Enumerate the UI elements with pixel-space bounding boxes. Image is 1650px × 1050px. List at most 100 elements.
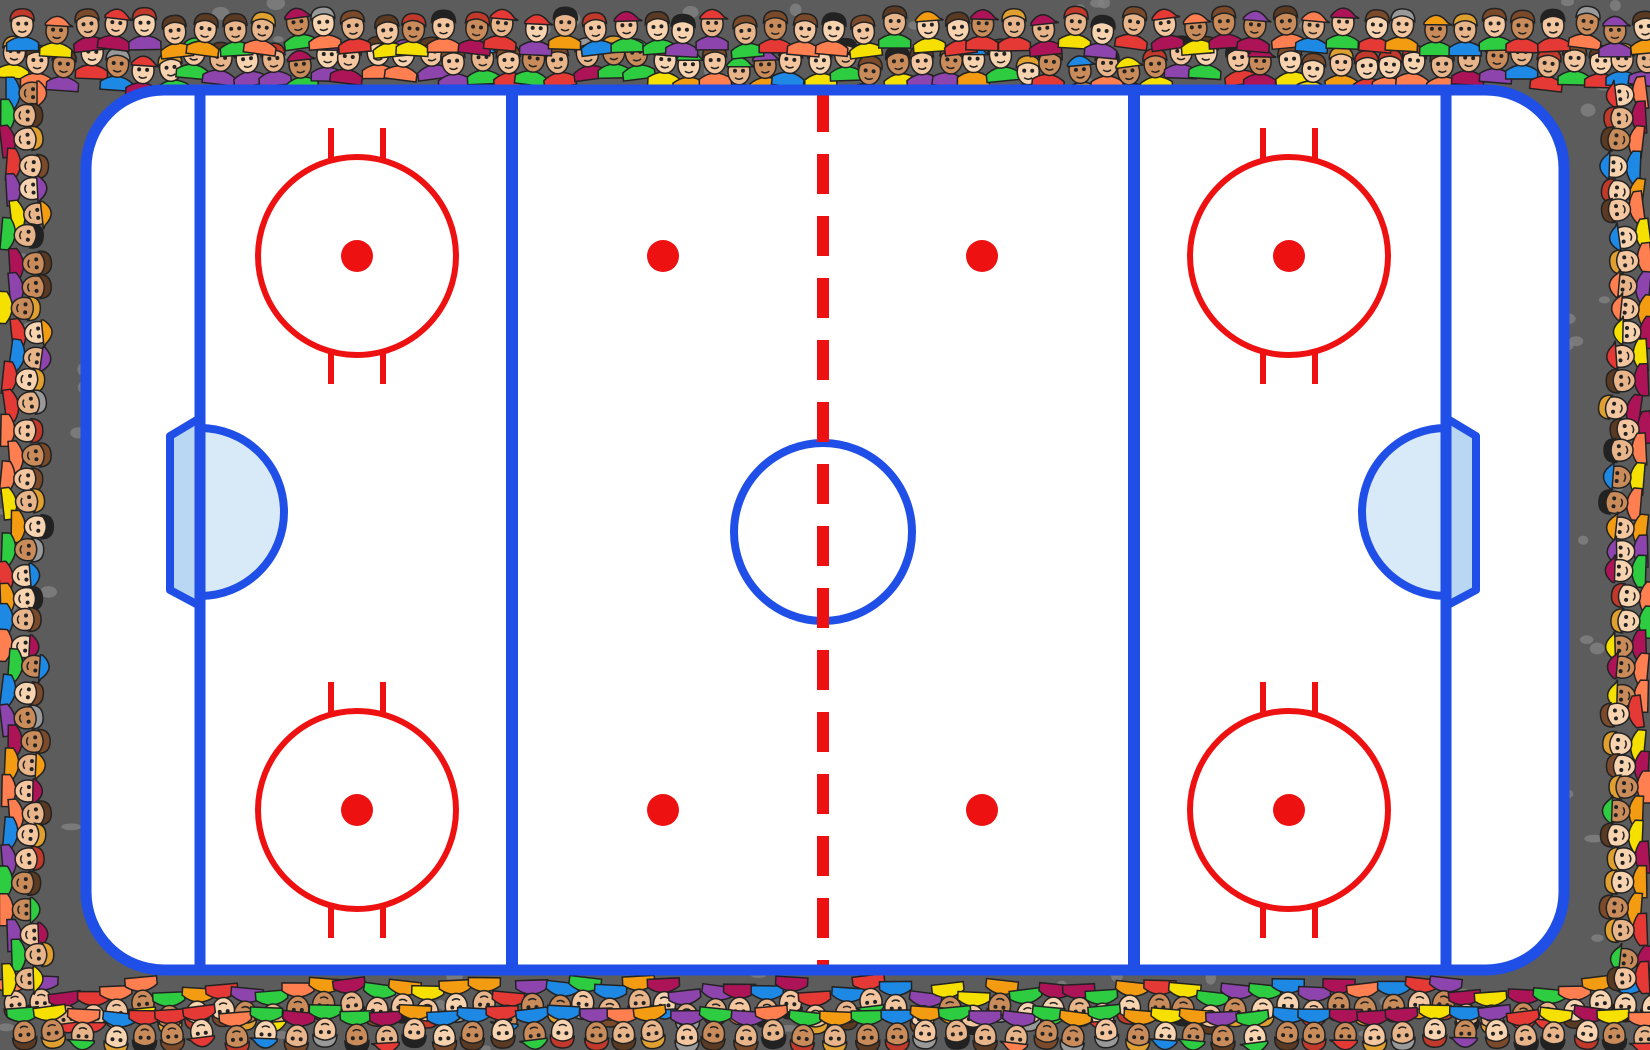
spectator	[1608, 241, 1650, 276]
spectator	[308, 1004, 343, 1048]
faceoff-circle-top-right	[1187, 128, 1391, 384]
spectator	[514, 1006, 550, 1050]
spectator	[7, 798, 53, 833]
spectator	[1567, 5, 1602, 51]
spectator	[1148, 1006, 1185, 1050]
right-goal-area	[1358, 414, 1480, 610]
faceoff-circle-bottom-left	[255, 682, 459, 938]
spectator	[880, 1009, 914, 1050]
neutral-zone-dot-top-left	[647, 240, 679, 272]
spectator	[1598, 15, 1632, 58]
faceoff-dot	[341, 794, 373, 826]
spectator	[818, 1010, 853, 1050]
spectator	[1448, 12, 1482, 57]
spectator	[814, 12, 849, 58]
spectator	[758, 10, 792, 54]
right-goal-crease	[1358, 423, 1450, 601]
spectator	[1606, 650, 1650, 687]
spectator	[5, 7, 40, 52]
spectator	[730, 14, 765, 60]
spectator	[1477, 1003, 1512, 1050]
neutral-zone-dot-top-right	[966, 240, 998, 272]
spectator	[395, 12, 430, 58]
spectator	[1, 962, 44, 997]
spectator	[7, 271, 52, 306]
spectator	[1297, 1008, 1331, 1050]
spectator	[1031, 1004, 1066, 1050]
spectator	[695, 8, 729, 51]
spectator	[1629, 10, 1650, 56]
spectator	[6, 647, 50, 684]
spectator	[698, 44, 733, 89]
spectator	[547, 6, 582, 51]
spectator	[0, 602, 42, 637]
spectator	[339, 1009, 374, 1050]
left-goal-area	[166, 414, 288, 610]
spectator	[7, 724, 51, 758]
spectator	[965, 9, 1000, 52]
spectator	[1538, 1006, 1574, 1050]
spectator	[606, 1007, 641, 1050]
left-goal-crease	[196, 423, 288, 601]
spectator	[153, 1007, 188, 1050]
spectator	[943, 11, 979, 57]
spectator	[1328, 1008, 1363, 1050]
faceoff-dot	[1273, 794, 1305, 826]
spectator	[3, 747, 47, 782]
spectator	[123, 974, 159, 1019]
spectator	[1536, 8, 1571, 53]
spectator	[546, 1004, 581, 1049]
spectator	[0, 865, 42, 899]
spectator	[1204, 1010, 1239, 1050]
spectator	[10, 509, 55, 544]
spectator	[1057, 5, 1092, 51]
spectator	[518, 13, 554, 57]
spectator	[242, 11, 277, 58]
spectator	[1601, 794, 1645, 829]
spectator	[788, 1009, 823, 1050]
spectator	[0, 124, 44, 159]
spectator	[308, 6, 343, 52]
spectator	[0, 582, 44, 617]
spectator	[1601, 728, 1647, 764]
spectator	[1294, 10, 1331, 55]
spectator	[786, 12, 821, 58]
spectator	[1325, 7, 1360, 50]
spectator	[32, 1003, 67, 1050]
spectator	[848, 14, 884, 60]
spectator	[485, 1004, 519, 1049]
spectator	[1598, 487, 1643, 522]
spectator	[1605, 362, 1650, 397]
spectator	[0, 360, 46, 395]
spectator	[730, 1009, 765, 1050]
spectator	[5, 1005, 40, 1050]
spectator	[1270, 5, 1306, 51]
spectator	[1604, 912, 1649, 947]
spectator	[96, 8, 134, 53]
spectator	[1235, 10, 1272, 54]
spectator	[1603, 432, 1648, 467]
spectator	[1028, 13, 1063, 58]
spectator	[1180, 12, 1215, 56]
spectator	[1058, 1009, 1094, 1050]
spectator	[248, 1006, 284, 1049]
spectator	[456, 1006, 491, 1050]
spectator	[0, 290, 42, 325]
spectator	[160, 14, 195, 60]
spectator	[1235, 1008, 1270, 1050]
spectator	[128, 6, 162, 51]
spectator	[38, 15, 74, 59]
spectator	[0, 459, 44, 495]
spectator	[0, 413, 44, 448]
faceoff-dot	[1273, 240, 1305, 272]
spectator	[218, 1010, 253, 1050]
faceoff-dot	[341, 240, 373, 272]
spectator	[877, 5, 912, 49]
spectator	[4, 172, 48, 207]
spectator	[0, 532, 45, 566]
spectator	[1384, 1006, 1419, 1050]
spectator	[1610, 580, 1650, 616]
spectator	[1605, 750, 1650, 785]
